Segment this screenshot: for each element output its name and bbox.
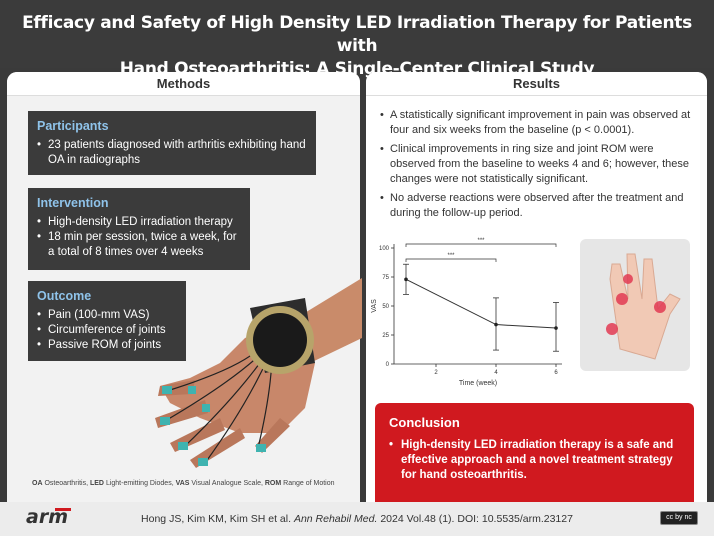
poster-title: Efficacy and Safety of High Density LED … (0, 0, 714, 79)
results-item: No adverse reactions were observed after… (380, 191, 698, 221)
x-tick-label: 6 (554, 370, 558, 376)
y-tick-label: 50 (382, 304, 389, 310)
significance-label: *** (477, 238, 485, 244)
abbr-definition: Osteoarthritis, (44, 480, 89, 487)
joint-inflammation-marker (616, 293, 628, 305)
data-point (554, 326, 558, 330)
footer (0, 502, 714, 536)
significance-bracket (405, 243, 557, 247)
journal-logo: arm (26, 506, 68, 528)
intervention-box: Intervention High-density LED irradiatio… (28, 188, 250, 270)
significance-bracket (405, 258, 497, 262)
results-item: A statistically significant improvement … (380, 108, 698, 138)
title-line-1: Efficacy and Safety of High Density LED … (22, 13, 692, 56)
y-axis-label: VAS (371, 299, 378, 313)
results-item: Clinical improvements in ring size and j… (380, 142, 698, 187)
participants-box: Participants 23 patients diagnosed with … (28, 111, 316, 175)
outcome-item: Passive ROM of joints (37, 338, 177, 353)
joint-inflammation-marker (606, 323, 618, 335)
abbr-definition: Range of Motion (283, 480, 335, 487)
outcome-title: Outcome (37, 289, 92, 303)
hand-bones-illustration (606, 253, 681, 360)
hand-xray-panel (580, 239, 690, 371)
abbr-term: ROM (264, 480, 282, 487)
intervention-title: Intervention (37, 196, 109, 210)
methods-heading: Methods (7, 72, 360, 96)
intervention-item: 18 min per session, twice a week, for a … (37, 230, 241, 260)
intervention-item: High-density LED irradiation therapy (37, 215, 241, 230)
outcome-item: Pain (100-mm VAS) (37, 308, 177, 323)
conclusion-title: Conclusion (389, 415, 460, 430)
joint-inflammation-marker (654, 301, 666, 313)
citation-details: 2024 Vol.48 (1). DOI: 10.5535/arm.23127 (380, 513, 573, 525)
x-tick-label: 4 (494, 370, 498, 376)
abbreviations: OA Osteoarthritis, LED Light-emitting Di… (32, 480, 335, 487)
vas-chart: 0 25 50 75 100 2 4 6 Time (week) VAS *** *** (371, 238, 562, 387)
abbr-term: OA (32, 480, 43, 487)
hand-led-device-illustration (155, 278, 362, 468)
abbr-definition: Visual Analogue Scale, (191, 480, 263, 487)
data-point (404, 277, 408, 282)
citation-journal: Ann Rehabil Med. (293, 513, 378, 525)
abbr-term: VAS (175, 480, 190, 487)
y-tick-label: 100 (379, 246, 390, 252)
y-tick-label: 25 (382, 333, 389, 339)
logo-accent-bar (55, 508, 71, 511)
conclusion-item: High-density LED irradiation therapy is … (389, 438, 680, 483)
participants-item: 23 patients diagnosed with arthritis exh… (37, 138, 307, 168)
outcome-box: Outcome Pain (100-mm VAS) Circumference … (28, 281, 186, 361)
conclusion-box: Conclusion High-density LED irradiation … (375, 403, 694, 502)
results-list: A statistically significant improvement … (380, 108, 698, 225)
significance-label: *** (447, 253, 455, 259)
abbr-definition: Light-emitting Diodes, (105, 480, 174, 487)
x-axis-label: Time (week) (459, 380, 497, 387)
citation-authors: Hong JS, Kim KM, Kim SH et al. (141, 513, 292, 525)
y-tick-label: 0 (386, 362, 390, 368)
citation: Hong JS, Kim KM, Kim SH et al. Ann Rehab… (0, 513, 714, 525)
results-heading: Results (366, 72, 707, 96)
outcome-item: Circumference of joints (37, 323, 177, 338)
y-tick-label: 75 (382, 275, 389, 281)
joint-inflammation-marker (623, 274, 633, 284)
series-line (405, 278, 557, 329)
abbr-term: LED (89, 480, 104, 487)
participants-title: Participants (37, 119, 109, 133)
data-point (494, 322, 498, 327)
x-tick-label: 2 (434, 370, 438, 376)
cc-license-badge[interactable]: cc by nc (660, 511, 698, 525)
